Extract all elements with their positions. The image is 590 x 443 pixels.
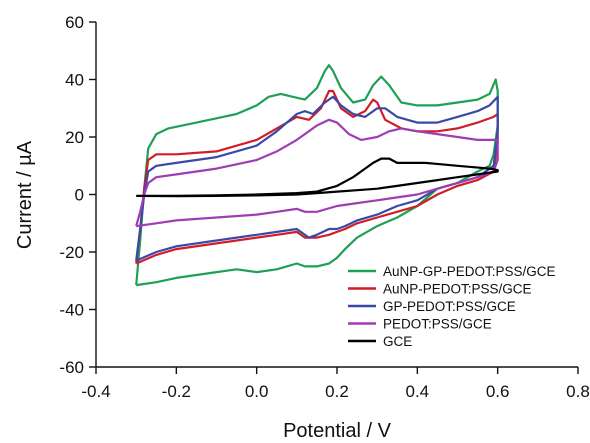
series-line-2 <box>135 89 499 265</box>
data-series <box>135 63 499 287</box>
legend-label: GCE <box>383 334 412 349</box>
x-tick-label: 0.8 <box>566 382 590 401</box>
axis-ticks: -60 -40 -20 0 20 40 60 -0.4 -0.2 0.0 0.2 0.4 0.6 0.8 <box>59 13 589 401</box>
series-line-4 <box>135 118 499 228</box>
y-tick-label: -60 <box>59 358 84 377</box>
legend-label: GP-PEDOT:PSS/GCE <box>383 299 516 314</box>
x-tick-label: 0.2 <box>325 382 349 401</box>
x-tick-label: 0.0 <box>245 382 269 401</box>
x-axis-title: Potential / V <box>283 420 392 442</box>
axes <box>95 22 578 368</box>
y-tick-label: -20 <box>59 243 84 262</box>
y-axis-title: Current / µA <box>14 140 36 249</box>
legend-label: AuNP-GP-PEDOT:PSS/GCE <box>383 264 556 279</box>
y-tick-label: 40 <box>65 71 84 90</box>
legend: AuNP-GP-PEDOT:PSS/GCE AuNP-PEDOT:PSS/GCE G… <box>348 264 556 349</box>
x-tick-label: 0.4 <box>406 382 430 401</box>
series-line-1 <box>135 63 499 287</box>
y-tick-label: -40 <box>59 301 84 320</box>
y-tick-label: 20 <box>65 128 84 147</box>
legend-label: AuNP-PEDOT:PSS/GCE <box>383 282 532 297</box>
x-tick-label: -0.4 <box>81 382 110 401</box>
legend-label: PEDOT:PSS/GCE <box>383 317 492 332</box>
series-line-5 <box>136 157 499 198</box>
y-tick-label: 60 <box>65 13 84 32</box>
series-line-3 <box>135 95 499 262</box>
x-tick-label: -0.2 <box>162 382 191 401</box>
y-tick-label: 0 <box>75 186 84 205</box>
x-tick-label: 0.6 <box>486 382 510 401</box>
